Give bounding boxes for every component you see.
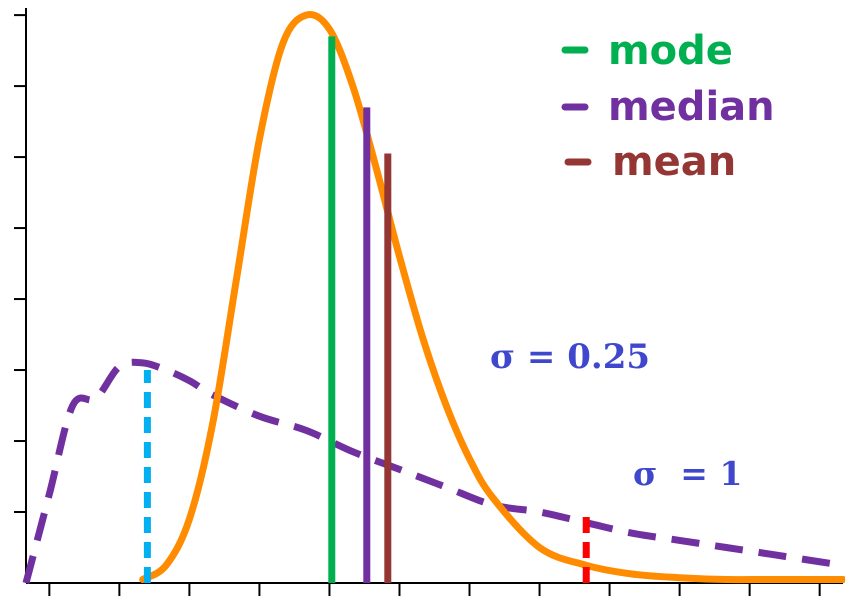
y-ticks — [14, 14, 26, 514]
legend-label-mode: mode — [608, 28, 733, 74]
x-ticks — [48, 583, 821, 596]
annotation-sigma-025: σ = 0.25 — [490, 337, 650, 377]
legend-label-median: median — [608, 84, 775, 130]
vertical-lines-layer — [143, 36, 590, 583]
legend-item-median: median — [561, 84, 775, 130]
legend-label-mean: mean — [612, 139, 736, 185]
legend-item-mode: mode — [561, 28, 733, 74]
annotation-sigma-1: σ = 1 — [633, 454, 742, 493]
axes — [14, 8, 843, 596]
legend: mode median mean — [561, 28, 775, 185]
legend-item-mean: mean — [564, 139, 736, 185]
